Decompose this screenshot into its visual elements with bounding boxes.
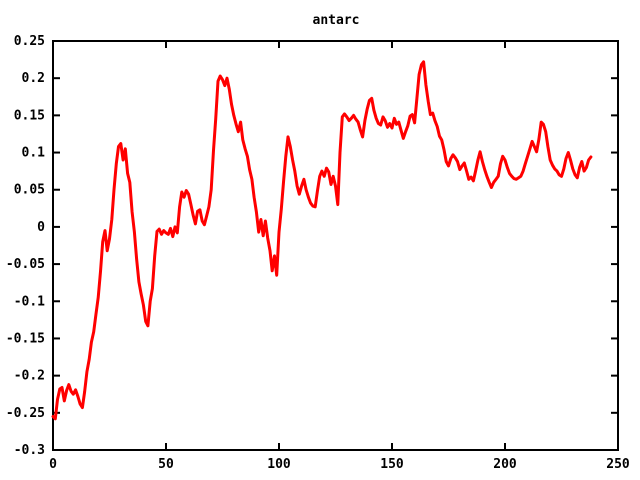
x-tick-label: 200 (493, 457, 517, 472)
axis-tick-labels: 0 50 100 150 200 250 -0.3 -0.25 -0.2 -0.15 -0.1 -0.… (6, 34, 630, 472)
y-tick-label: 0 (37, 220, 45, 235)
y-tick-label: 0.1 (22, 146, 46, 161)
y-tick-label: -0.2 (14, 369, 45, 384)
data-series-line (51, 60, 593, 421)
y-tick-label: -0.25 (6, 406, 45, 421)
y-tick-label: -0.05 (6, 257, 45, 272)
y-tick-label: -0.15 (6, 331, 45, 346)
chart-title: antarc (313, 13, 360, 28)
series-group (51, 60, 593, 421)
x-tick-label: 0 (49, 457, 57, 472)
y-tick-label: -0.1 (14, 294, 45, 309)
x-tick-label: 50 (158, 457, 174, 472)
y-tick-label: 0.2 (22, 71, 45, 86)
y-tick-label: -0.3 (14, 443, 45, 458)
y-tick-label: 0.05 (14, 183, 45, 198)
x-tick-label: 150 (380, 457, 404, 472)
x-tick-label: 100 (267, 457, 291, 472)
y-tick-label: 0.25 (14, 34, 45, 49)
y-tick-label: 0.15 (14, 108, 45, 123)
plot-frame (52, 40, 619, 451)
axis-ticks (52, 40, 619, 451)
x-tick-label: 250 (606, 457, 630, 472)
